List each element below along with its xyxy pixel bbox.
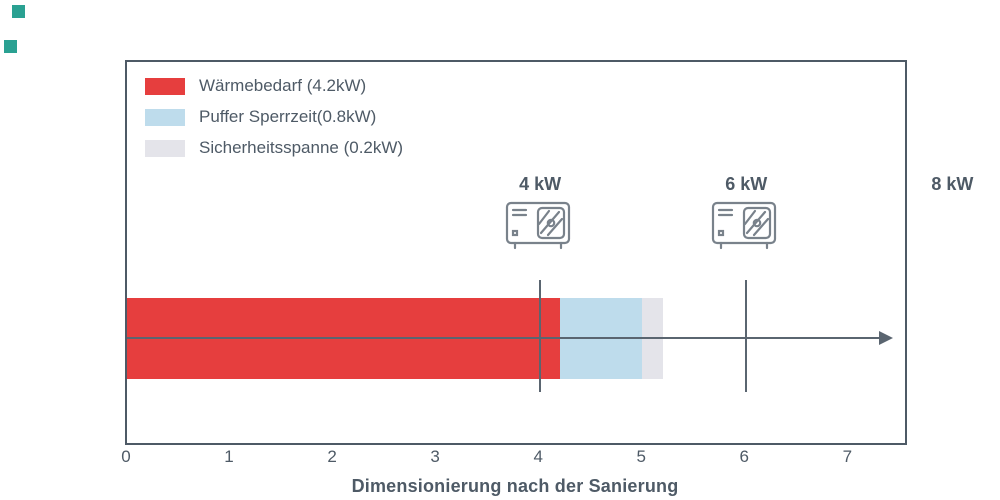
legend-label: Wärmebedarf (4.2kW) [199,76,367,95]
annotation-label: 6 kW [725,174,768,194]
plot-area: Wärmebedarf (4.2kW) Puffer Sperrzeit(0.8… [125,60,973,445]
legend-label: Sicherheitsspanne (0.2kW) [199,138,404,157]
annotation-label: 8 kW [931,174,974,194]
x-tick-label: 4 [533,447,543,466]
annotation: 6 kW [710,174,782,392]
legend-swatch [145,108,185,126]
x-axis-ticks: 0 1 2 3 4 5 6 7 [121,447,904,469]
legend-label: Puffer Sperrzeit(0.8kW) [199,107,377,126]
heat-pump-icon [712,201,777,250]
x-axis-arrow-icon [879,331,893,345]
legend-item: Puffer Sperrzeit(0.8kW) [145,107,403,127]
x-tick-label: 2 [327,447,337,466]
x-tick-label: 0 [121,447,131,466]
legend-item: Sicherheitsspanne (0.2kW) [145,138,403,158]
x-tick-label: 6 [739,447,749,466]
annotation: 8 kW [931,174,973,194]
annotation-layer: 4 kW 6 kW [128,62,973,443]
heat-pump-icon [506,201,571,250]
legend: Wärmebedarf (4.2kW) Puffer Sperrzeit(0.8… [145,76,403,158]
x-axis-title: Dimensionierung nach der Sanierung [351,476,679,496]
teal-marker [4,40,17,53]
x-tick-label: 7 [842,447,853,466]
x-tick-label: 3 [430,447,440,466]
legend-swatch [145,77,185,95]
x-tick-label: 5 [636,447,646,466]
x-tick-label: 1 [224,447,234,466]
legend-item: Wärmebedarf (4.2kW) [145,76,403,96]
teal-marker [12,5,25,18]
annotation-label: 4 kW [519,174,562,194]
legend-swatch [145,139,185,157]
annotation: 4 kW [504,174,576,392]
x-axis-line [127,337,880,339]
capacity-marker-line [745,280,748,392]
capacity-marker-line [539,280,542,392]
